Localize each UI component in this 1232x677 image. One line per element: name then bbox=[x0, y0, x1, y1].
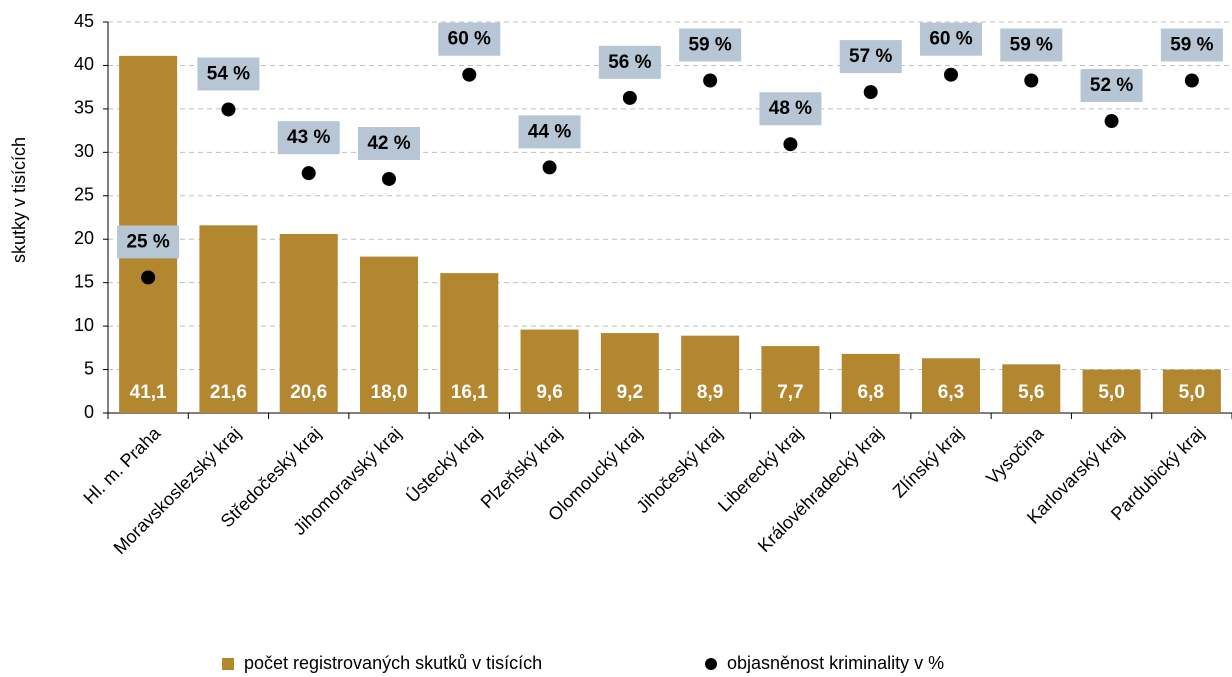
point bbox=[622, 90, 637, 105]
legend-label: počet registrovaných skutků v tisících bbox=[244, 653, 542, 673]
bar-value-label: 8,9 bbox=[697, 382, 723, 403]
label-box bbox=[1080, 69, 1143, 103]
bar bbox=[520, 329, 579, 413]
y-tick-label: 20 bbox=[74, 228, 94, 248]
bar-value-label: 5,0 bbox=[1179, 382, 1205, 403]
bar-value-label: 5,0 bbox=[1098, 382, 1124, 403]
bar-value-label: 7,7 bbox=[777, 382, 803, 403]
point bbox=[1024, 73, 1039, 88]
bar bbox=[199, 225, 258, 413]
x-tick-label: Hl. m. Praha bbox=[79, 422, 165, 508]
point-value-label: 60 % bbox=[929, 29, 972, 50]
label-box bbox=[598, 45, 661, 79]
bar-value-label: 9,2 bbox=[617, 382, 643, 403]
point bbox=[1184, 73, 1199, 88]
legend-swatch bbox=[705, 658, 717, 670]
point-value-label: 59 % bbox=[1170, 35, 1213, 56]
bar-value-label: 21,6 bbox=[210, 382, 247, 403]
label-box bbox=[1160, 28, 1223, 62]
point bbox=[221, 102, 236, 117]
point-value-label: 48 % bbox=[769, 98, 812, 119]
label-box bbox=[197, 57, 260, 91]
point-value-label: 25 % bbox=[126, 231, 169, 252]
point-value-label: 56 % bbox=[608, 52, 651, 73]
x-tick-label: Ústecký kraj bbox=[401, 422, 485, 506]
point-value-label: 43 % bbox=[287, 127, 330, 148]
bar-value-label: 41,1 bbox=[130, 382, 167, 403]
y-tick-label: 0 bbox=[84, 402, 94, 422]
label-box bbox=[438, 22, 501, 56]
point-value-label: 54 % bbox=[207, 63, 250, 84]
x-tick-label: Vysočina bbox=[982, 422, 1048, 488]
label-box bbox=[358, 126, 420, 160]
bar bbox=[1002, 364, 1061, 413]
bar bbox=[440, 273, 499, 413]
label-box bbox=[679, 28, 742, 62]
bar bbox=[1082, 369, 1141, 413]
point-value-label: 59 % bbox=[688, 35, 731, 56]
bar bbox=[922, 358, 980, 413]
y-axis-label: skutky v tisících bbox=[9, 137, 29, 263]
bar-value-label: 6,8 bbox=[858, 382, 884, 403]
y-tick-label: 35 bbox=[74, 98, 94, 118]
bar bbox=[360, 256, 418, 413]
label-box bbox=[518, 115, 581, 149]
point bbox=[1104, 114, 1119, 129]
point-value-label: 60 % bbox=[448, 29, 491, 50]
point-value-label: 57 % bbox=[849, 46, 892, 67]
point bbox=[783, 137, 798, 152]
y-tick-label: 40 bbox=[74, 54, 94, 74]
point bbox=[141, 270, 156, 285]
x-tick-label: Zlínský kraj bbox=[889, 423, 967, 501]
legend-label: objasněnost kriminality v % bbox=[727, 653, 944, 673]
point bbox=[944, 67, 958, 82]
y-tick-label: 15 bbox=[74, 271, 94, 291]
bar bbox=[1162, 369, 1221, 413]
bar-value-label: 6,3 bbox=[938, 382, 964, 403]
label-box bbox=[759, 92, 822, 126]
point bbox=[863, 85, 878, 100]
point bbox=[542, 160, 557, 175]
bar-value-label: 16,1 bbox=[451, 382, 488, 403]
bar-value-label: 9,6 bbox=[536, 382, 562, 403]
y-tick-label: 25 bbox=[74, 185, 94, 205]
bar bbox=[761, 346, 820, 413]
bar-value-label: 5,6 bbox=[1018, 382, 1044, 403]
point-value-label: 59 % bbox=[1010, 35, 1053, 56]
bar bbox=[681, 335, 740, 413]
point-value-label: 52 % bbox=[1090, 75, 1133, 96]
label-box bbox=[117, 225, 180, 259]
bar bbox=[600, 333, 659, 413]
point bbox=[462, 67, 477, 82]
point-value-label: 42 % bbox=[367, 133, 410, 154]
y-tick-label: 45 bbox=[74, 11, 94, 31]
label-box bbox=[839, 40, 902, 74]
x-tick-label: Plzeňský kraj bbox=[477, 423, 566, 512]
bar bbox=[841, 353, 900, 413]
x-tick-label: Jihočeský kraj bbox=[632, 423, 726, 517]
bar bbox=[279, 234, 338, 413]
point bbox=[301, 166, 316, 181]
y-tick-label: 30 bbox=[74, 141, 94, 161]
y-tick-label: 5 bbox=[84, 358, 94, 378]
point-value-label: 44 % bbox=[528, 121, 571, 142]
y-tick-label: 10 bbox=[74, 315, 94, 335]
label-box bbox=[920, 22, 982, 56]
point bbox=[703, 73, 718, 88]
label-box bbox=[277, 121, 340, 155]
bar-value-label: 18,0 bbox=[371, 382, 408, 403]
bar-value-label: 20,6 bbox=[290, 382, 327, 403]
label-box bbox=[1000, 28, 1063, 62]
legend-swatch bbox=[222, 658, 234, 670]
point bbox=[382, 171, 396, 186]
